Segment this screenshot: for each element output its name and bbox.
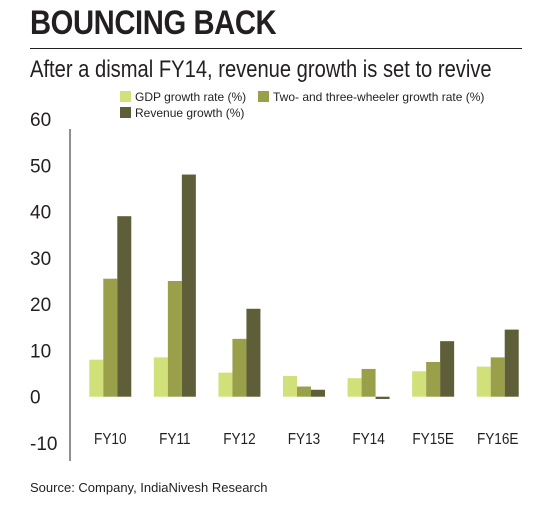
x-tick-label: FY13	[288, 431, 320, 448]
x-tick-label: FY14	[352, 431, 384, 448]
bar	[218, 372, 233, 397]
y-tick-label: 60	[30, 110, 51, 131]
x-tick-label: FY15E	[412, 431, 454, 448]
chart-subtitle: After a dismal FY14, revenue growth is s…	[30, 56, 492, 83]
y-tick-label: 40	[30, 203, 51, 224]
title-divider	[30, 48, 522, 49]
bar	[412, 371, 427, 397]
bar	[232, 338, 247, 397]
bar	[89, 359, 104, 397]
bar	[297, 386, 311, 397]
y-axis: 60 50 40 30 20 10 0 -10	[30, 110, 71, 461]
bar	[117, 216, 132, 397]
legend: GDP growth rate (%) Two- and three-wheele…	[120, 90, 484, 120]
x-tick-label: FY12	[223, 431, 255, 448]
bar	[426, 362, 441, 397]
x-tick-label: FY16E	[477, 431, 519, 448]
y-tick-label: 50	[30, 156, 51, 177]
bars	[89, 174, 519, 400]
bar	[375, 396, 390, 400]
source-note: Source: Company, IndiaNivesh Research	[30, 480, 268, 495]
x-tick-label: FY11	[159, 431, 190, 448]
x-axis-labels: FY10 FY11 FY12 FY13 FY14 FY15E FY16E	[94, 431, 519, 448]
y-tick-label: 10	[30, 341, 51, 362]
bar	[361, 368, 376, 397]
bar	[181, 174, 196, 397]
y-tick-label: 0	[30, 388, 41, 409]
bar	[504, 329, 519, 397]
bar	[246, 308, 261, 397]
bar	[490, 357, 505, 397]
bar	[440, 341, 455, 397]
bar	[476, 366, 491, 397]
x-tick-label: FY10	[94, 431, 126, 448]
y-tick-label: -10	[30, 434, 57, 455]
bar	[153, 357, 168, 397]
legend-label: GDP growth rate (%)	[135, 90, 246, 104]
legend-label: Revenue growth (%)	[135, 106, 244, 120]
bar	[311, 389, 325, 397]
y-tick-label: 20	[30, 295, 51, 316]
legend-label: Two- and three-wheeler growth rate (%)	[273, 90, 484, 104]
bar	[103, 278, 118, 397]
bar	[167, 281, 182, 397]
y-tick-label: 30	[30, 249, 51, 270]
legend-swatch	[258, 91, 269, 102]
chart-title: BOUNCING BACK	[30, 4, 277, 42]
legend-swatch	[120, 91, 131, 102]
bar	[347, 378, 362, 397]
legend-swatch	[120, 107, 131, 118]
bar	[283, 375, 297, 397]
